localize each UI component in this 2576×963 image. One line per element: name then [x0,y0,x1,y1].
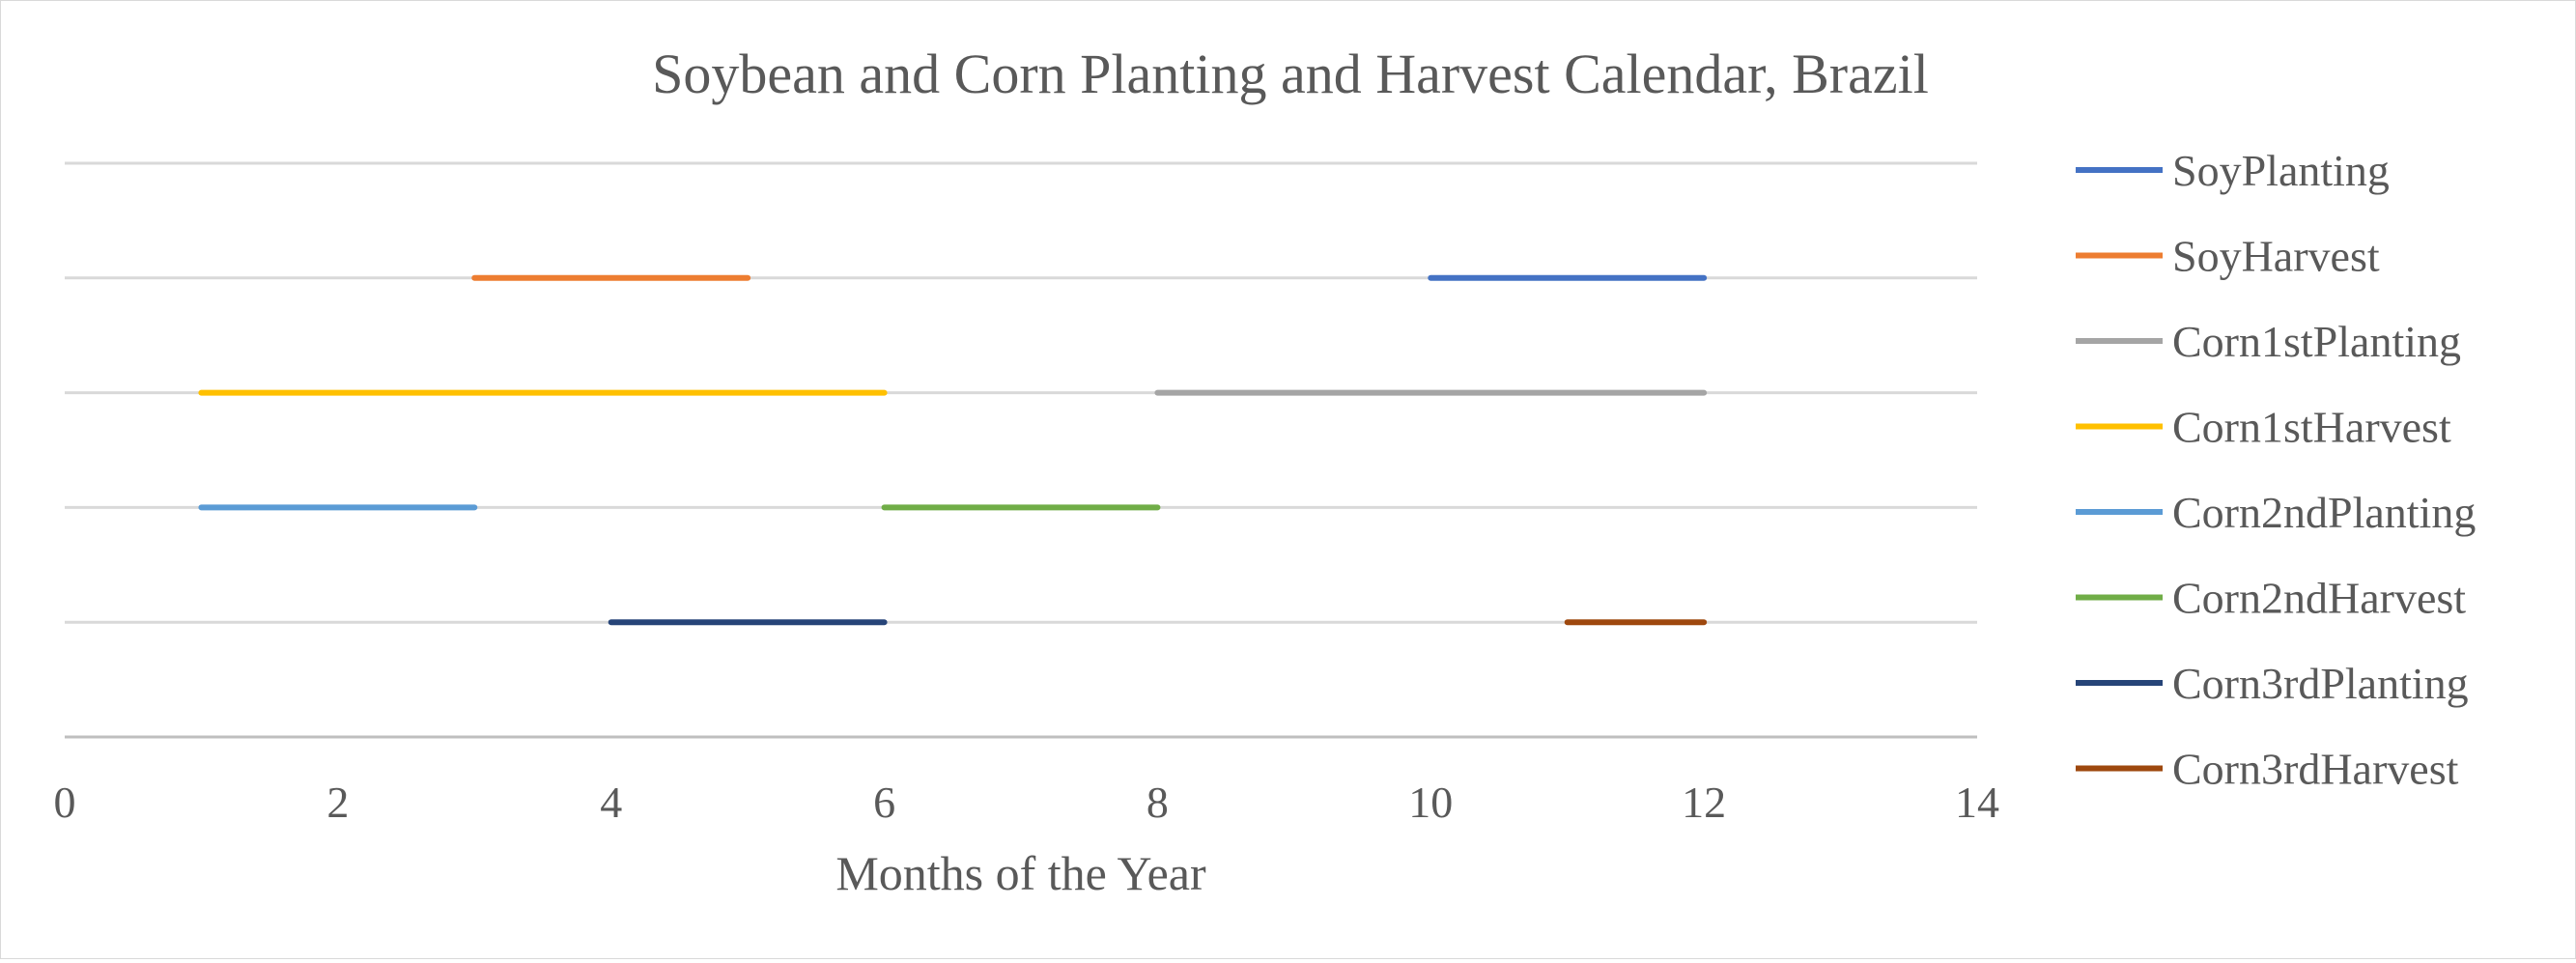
legend-item-SoyHarvest: SoyHarvest [2076,232,2380,281]
legend-label: Corn1stPlanting [2172,317,2461,366]
x-tick-label: 2 [326,778,349,827]
legend-label: Corn1stHarvest [2172,403,2451,452]
x-tick-label: 6 [873,778,895,827]
x-tick-label: 10 [1408,778,1453,827]
legend-label: Corn2ndPlanting [2172,488,2476,537]
chart-title: Soybean and Corn Planting and Harvest Ca… [652,42,1929,105]
x-axis-ticks: 0 2 4 6 8 10 12 14 [54,778,2000,827]
legend-label: Corn3rdPlanting [2172,659,2469,708]
gridlines [65,161,1977,739]
legend-item-Corn1stPlanting: Corn1stPlanting [2076,317,2461,366]
legend-item-Corn3rdPlanting: Corn3rdPlanting [2076,659,2469,708]
legend-item-Corn2ndHarvest: Corn2ndHarvest [2076,574,2466,623]
legend-label: Corn3rdHarvest [2172,745,2459,794]
x-axis-title: Months of the Year [835,846,1206,900]
legend-item-Corn2ndPlanting: Corn2ndPlanting [2076,488,2476,537]
x-tick-label: 14 [1955,778,1999,827]
legend-item-Corn3rdHarvest: Corn3rdHarvest [2076,745,2459,794]
x-tick-label: 0 [54,778,76,827]
x-tick-label: 8 [1146,778,1169,827]
x-tick-label: 12 [1682,778,1726,827]
legend-item-Corn1stHarvest: Corn1stHarvest [2076,403,2451,452]
x-tick-label: 4 [600,778,622,827]
legend: SoyPlanting SoyHarvest Corn1stPlanting Corn… [2076,146,2476,794]
legend-label: SoyHarvest [2172,232,2380,281]
legend-label: SoyPlanting [2172,146,2390,195]
legend-label: Corn2ndHarvest [2172,574,2466,623]
legend-item-SoyPlanting: SoyPlanting [2076,146,2390,195]
series-lines [198,274,1708,626]
